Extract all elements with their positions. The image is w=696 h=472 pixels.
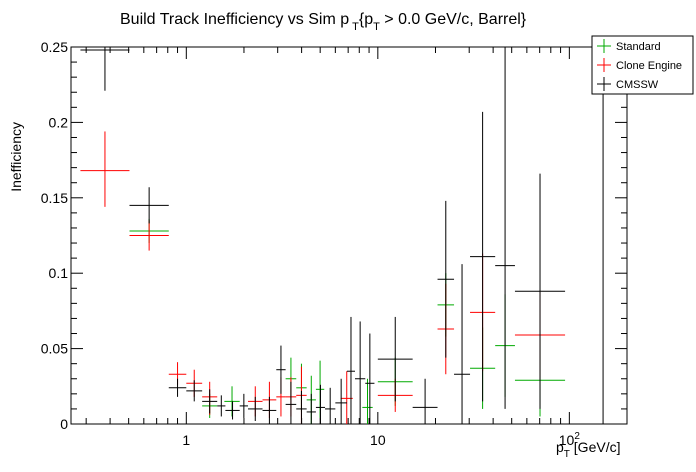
y-tick-label: 0 [60, 416, 68, 432]
data-point [129, 220, 169, 251]
y-tick-label: 0.05 [41, 341, 68, 357]
data-point [365, 333, 375, 424]
data-point [412, 378, 438, 424]
title-sub-1: T [352, 21, 359, 33]
plot-frame [70, 46, 628, 425]
data-point [80, 47, 130, 91]
legend-label: CMSSW [616, 79, 659, 91]
data-point [285, 381, 297, 424]
data-point [239, 393, 249, 418]
y-tick-label: 0.25 [41, 39, 68, 55]
data-point [306, 393, 316, 424]
data-point [325, 387, 336, 424]
data-point [377, 316, 413, 402]
data-point [355, 321, 366, 424]
data-point [248, 396, 263, 421]
data-point [346, 316, 356, 424]
data-point [495, 47, 515, 409]
legend: Standard Clone Engine CMSSW [591, 35, 694, 95]
legend-entry: CMSSW [597, 77, 659, 91]
y-tick-label: 0.15 [41, 190, 68, 206]
axes: 00.050.10.150.20.251 10 102 [41, 39, 628, 448]
data-point [276, 345, 286, 394]
series-cmssw [80, 47, 604, 424]
series-layer [80, 47, 604, 424]
data-point [514, 173, 566, 409]
data-point [262, 396, 277, 424]
legend-label: Clone Engine [616, 60, 682, 72]
title-sub-2: T [373, 21, 380, 33]
data-point [470, 111, 496, 402]
x-tick-label: 10 [370, 432, 386, 448]
data-point [296, 390, 307, 424]
x-axis-label: pT [GeV/c] [556, 439, 620, 460]
series-standard [129, 218, 566, 424]
legend-label: Standard [616, 41, 661, 53]
data-point [225, 401, 240, 420]
data-point [202, 389, 218, 414]
x-tick-label: 1 [182, 432, 190, 448]
legend-entry: Clone Engine [597, 58, 682, 72]
data-point [224, 386, 240, 417]
data-point [437, 200, 455, 358]
data-point [217, 395, 226, 417]
data-point [454, 264, 471, 424]
y-axis-label: Inefficiency [8, 122, 24, 192]
data-point [315, 384, 326, 424]
data-point [362, 378, 373, 424]
y-tick-label: 0.1 [49, 265, 69, 281]
y-tick-label: 0.2 [49, 114, 69, 130]
legend-entry: Standard [597, 39, 661, 53]
chart-title: Build Track Inefficiency vs Sim p T{pT > … [120, 11, 527, 33]
data-point [129, 187, 169, 224]
data-point [186, 380, 203, 402]
data-point [168, 378, 187, 397]
data-point [80, 131, 130, 207]
data-point [335, 378, 347, 424]
series-clone-engine [80, 131, 566, 424]
